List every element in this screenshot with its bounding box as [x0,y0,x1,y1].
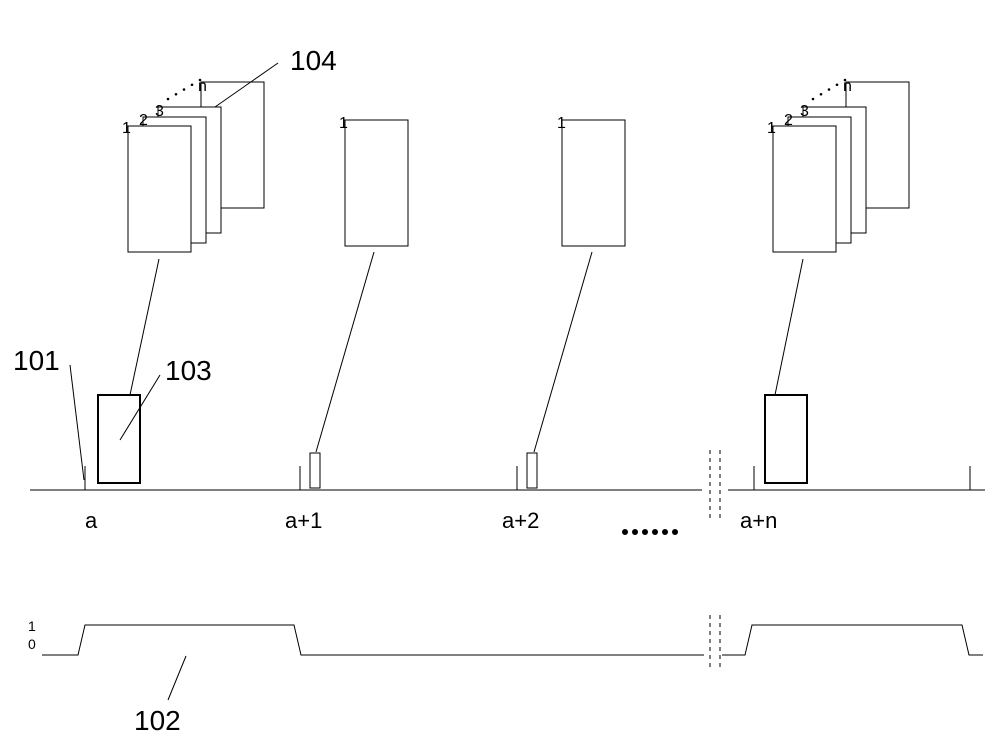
axis-ellipsis-dot [632,529,638,535]
axis-ellipsis-dot [672,529,678,535]
diagram-canvas: 123n11123naa+1a+2a+n10104101103102 [0,0,1000,739]
frame-rect [345,120,408,246]
axis-tick-label: a+1 [285,508,322,534]
frame-index-label: 3 [800,103,809,121]
axis-tick-label: a+2 [502,508,539,534]
axis-tick-label: a [85,508,97,534]
callout-102: 102 [134,705,181,737]
axis-ellipsis-dot [622,529,628,535]
link-line [130,259,159,395]
callout-line-102 [168,656,186,700]
signal-wave [722,625,983,655]
ellipsis-dot [191,83,194,86]
axis-ellipsis-dot [642,529,648,535]
frame-index-label: n [843,78,852,96]
ellipsis-dot [167,98,170,101]
frame-index-label: 3 [155,103,164,121]
svg-layer [0,0,1000,739]
ellipsis-dot [828,88,831,91]
signal-wave [42,625,704,655]
axis-block [98,395,140,483]
axis-block [310,453,320,488]
link-line [534,252,592,452]
signal-level-1: 1 [28,618,36,634]
frame-index-label: n [198,78,207,96]
frame-rect [562,120,625,246]
callout-101: 101 [13,345,60,377]
ellipsis-dot [183,88,186,91]
axis-tick-label: a+n [740,508,777,534]
frame-index-label: 2 [784,112,793,130]
ellipsis-dot [175,93,178,96]
frame-rect [128,126,191,252]
frame-index-label: 1 [122,120,131,138]
frame-index-label: 1 [557,115,566,133]
axis-ellipsis-dot [662,529,668,535]
frame-index-label: 2 [139,112,148,130]
signal-level-0: 0 [28,636,36,652]
link-line [316,252,374,452]
frame-index-label: 1 [767,120,776,138]
ellipsis-dot [812,98,815,101]
frame-rect [773,126,836,252]
callout-103: 103 [165,355,212,387]
frame-index-label: 1 [339,115,348,133]
axis-block [765,395,807,483]
callout-104: 104 [290,45,337,77]
ellipsis-dot [836,83,839,86]
axis-block [527,453,537,488]
axis-ellipsis-dot [652,529,658,535]
callout-line-101 [70,365,84,480]
link-line [775,259,803,395]
ellipsis-dot [820,93,823,96]
